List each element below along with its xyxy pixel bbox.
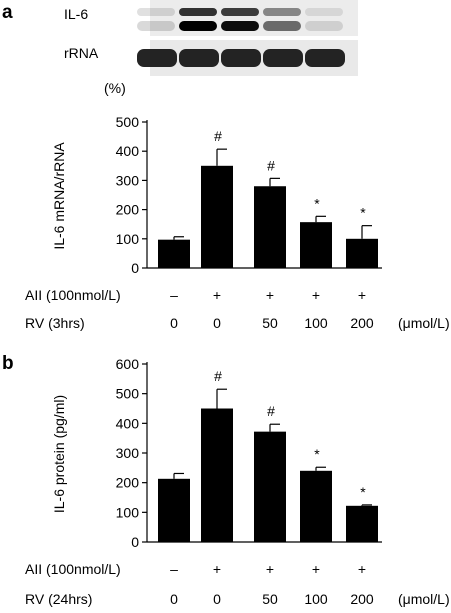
chart-a-y-axis-label: IL-6 mRNA/rRNA bbox=[51, 142, 67, 250]
chart-a: (%) IL-6 mRNA/rRNA 0100200300400500##**A… bbox=[25, 80, 450, 331]
bar bbox=[158, 239, 190, 268]
condition-value: – bbox=[170, 287, 178, 303]
condition-value: 50 bbox=[262, 315, 278, 331]
blot-bands bbox=[137, 8, 345, 67]
rrna-band bbox=[263, 49, 303, 67]
il6-band-lower bbox=[179, 21, 217, 31]
significance-mark: * bbox=[360, 205, 366, 221]
y-tick-label: 400 bbox=[116, 415, 140, 431]
y-tick-label: 100 bbox=[116, 231, 140, 247]
condition-value: + bbox=[266, 287, 274, 303]
condition-value: 0 bbox=[213, 315, 221, 331]
significance-mark: * bbox=[314, 195, 320, 211]
il6-band-lower bbox=[263, 21, 301, 31]
y-tick-label: 100 bbox=[116, 504, 140, 520]
panel-b-letter: b bbox=[2, 353, 14, 374]
blot-label-il6: IL-6 bbox=[64, 6, 88, 22]
y-tick-label: 0 bbox=[131, 260, 139, 276]
bar bbox=[254, 431, 286, 542]
condition-value: + bbox=[358, 561, 366, 577]
il6-band-lower bbox=[137, 21, 175, 31]
condition-value: 200 bbox=[350, 591, 374, 607]
y-tick-label: 200 bbox=[116, 475, 140, 491]
rrna-band bbox=[305, 49, 345, 67]
condition-label: AII (100nmol/L) bbox=[25, 561, 121, 577]
condition-value: 100 bbox=[304, 315, 328, 331]
il6-band-lower bbox=[221, 21, 259, 31]
y-tick-label: 500 bbox=[116, 114, 140, 130]
bar bbox=[158, 478, 190, 542]
blot-label-rrna: rRNA bbox=[64, 45, 99, 61]
il6-band-upper bbox=[263, 8, 301, 16]
bar bbox=[300, 222, 332, 268]
significance-mark: # bbox=[267, 157, 275, 173]
chart-a-unit-label: (%) bbox=[104, 80, 126, 96]
rrna-band bbox=[221, 49, 261, 67]
bar bbox=[346, 505, 378, 542]
chart-b: IL-6 protein (pg/ml) 0100200300400500600… bbox=[25, 356, 450, 607]
condition-value: 100 bbox=[304, 591, 328, 607]
il6-band-lower bbox=[305, 21, 343, 31]
panel-a-letter: a bbox=[2, 2, 13, 23]
condition-value: 0 bbox=[170, 315, 178, 331]
bar bbox=[346, 238, 378, 268]
y-tick-label: 500 bbox=[116, 386, 140, 402]
northern-blot: IL-6 rRNA bbox=[64, 0, 358, 76]
chart-b-y-axis-label: IL-6 protein (pg/ml) bbox=[51, 395, 67, 513]
significance-mark: # bbox=[214, 128, 222, 144]
il6-band-upper bbox=[305, 8, 343, 16]
condition-value: 0 bbox=[213, 591, 221, 607]
condition-value: + bbox=[213, 287, 221, 303]
condition-label: RV (24hrs) bbox=[25, 591, 92, 607]
condition-value: + bbox=[266, 561, 274, 577]
condition-unit: (μmol/L) bbox=[398, 315, 450, 331]
condition-value: – bbox=[170, 561, 178, 577]
condition-value: 0 bbox=[170, 591, 178, 607]
condition-label: RV (3hrs) bbox=[25, 315, 85, 331]
significance-mark: # bbox=[267, 403, 275, 419]
y-tick-label: 0 bbox=[131, 534, 139, 550]
condition-unit: (μmol/L) bbox=[398, 591, 450, 607]
bar bbox=[201, 165, 233, 268]
bar bbox=[201, 408, 233, 542]
condition-value: + bbox=[312, 561, 320, 577]
bar bbox=[254, 186, 286, 268]
rrna-band bbox=[137, 49, 177, 67]
significance-mark: # bbox=[214, 368, 222, 384]
y-tick-label: 300 bbox=[116, 445, 140, 461]
rrna-band bbox=[179, 49, 219, 67]
il6-band-upper bbox=[137, 8, 175, 16]
condition-value: + bbox=[358, 287, 366, 303]
y-tick-label: 300 bbox=[116, 172, 140, 188]
significance-mark: * bbox=[360, 484, 366, 500]
y-tick-label: 600 bbox=[116, 356, 140, 372]
condition-value: + bbox=[213, 561, 221, 577]
bar bbox=[300, 470, 332, 542]
y-tick-label: 200 bbox=[116, 202, 140, 218]
condition-value: 200 bbox=[350, 315, 374, 331]
il6-band-upper bbox=[179, 8, 217, 16]
significance-mark: * bbox=[314, 446, 320, 462]
condition-value: + bbox=[312, 287, 320, 303]
y-tick-label: 400 bbox=[116, 143, 140, 159]
condition-label: AII (100nmol/L) bbox=[25, 287, 121, 303]
condition-value: 50 bbox=[262, 591, 278, 607]
il6-band-upper bbox=[221, 8, 259, 16]
